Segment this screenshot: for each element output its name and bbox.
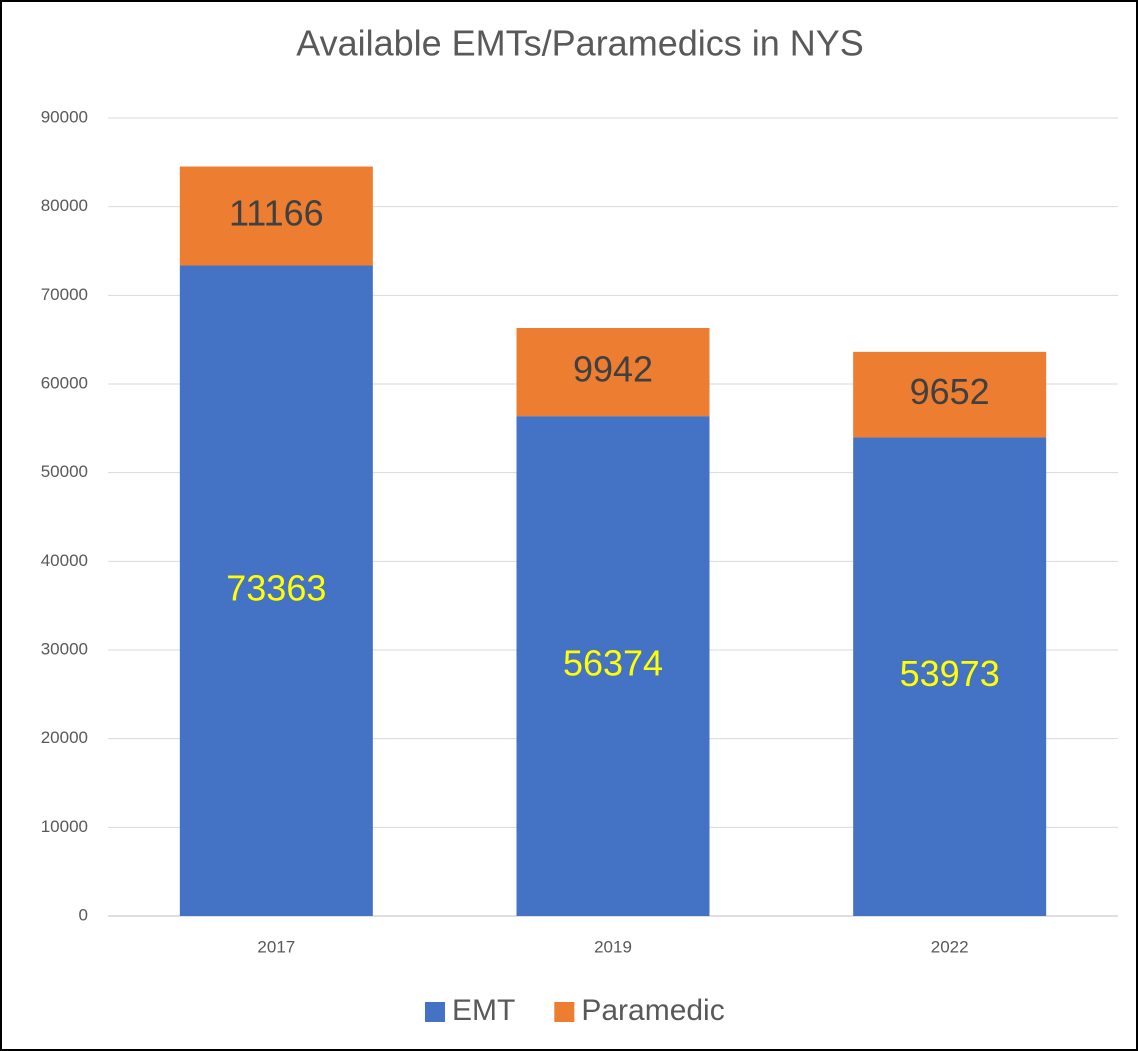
bar-segment bbox=[853, 351, 1047, 438]
y-tick-label: 10000 bbox=[41, 817, 88, 836]
y-tick-label: 90000 bbox=[41, 107, 88, 126]
y-tick-label: 70000 bbox=[41, 285, 88, 304]
bar-segment bbox=[853, 437, 1047, 916]
y-tick-label: 50000 bbox=[41, 462, 88, 481]
y-tick-label: 0 bbox=[79, 905, 88, 924]
data-label: 9652 bbox=[910, 371, 990, 412]
data-label: 53973 bbox=[900, 653, 1000, 694]
data-label: 73363 bbox=[226, 567, 326, 608]
y-tick-label: 20000 bbox=[41, 728, 88, 747]
x-tick-label: 2022 bbox=[931, 937, 969, 956]
y-tick-label: 40000 bbox=[41, 551, 88, 570]
y-tick-label: 30000 bbox=[41, 639, 88, 658]
y-tick-label: 60000 bbox=[41, 373, 88, 392]
data-label: 56374 bbox=[563, 643, 663, 684]
legend-swatch bbox=[554, 1002, 575, 1022]
bar-segment bbox=[179, 265, 373, 916]
data-label: 11166 bbox=[229, 193, 324, 234]
legend-label: EMT bbox=[452, 994, 515, 1027]
x-tick-label: 2017 bbox=[257, 937, 295, 956]
legend-label: Paramedic bbox=[581, 994, 724, 1027]
bar-segment bbox=[179, 166, 373, 266]
chart-title: Available EMTs/Paramedics in NYS bbox=[296, 23, 864, 64]
legend-swatch bbox=[425, 1002, 445, 1022]
bar-segment bbox=[516, 327, 710, 417]
y-tick-label: 80000 bbox=[41, 196, 88, 215]
data-label: 9942 bbox=[573, 349, 653, 390]
x-tick-label: 2019 bbox=[594, 937, 632, 956]
bar-segment bbox=[516, 416, 710, 916]
